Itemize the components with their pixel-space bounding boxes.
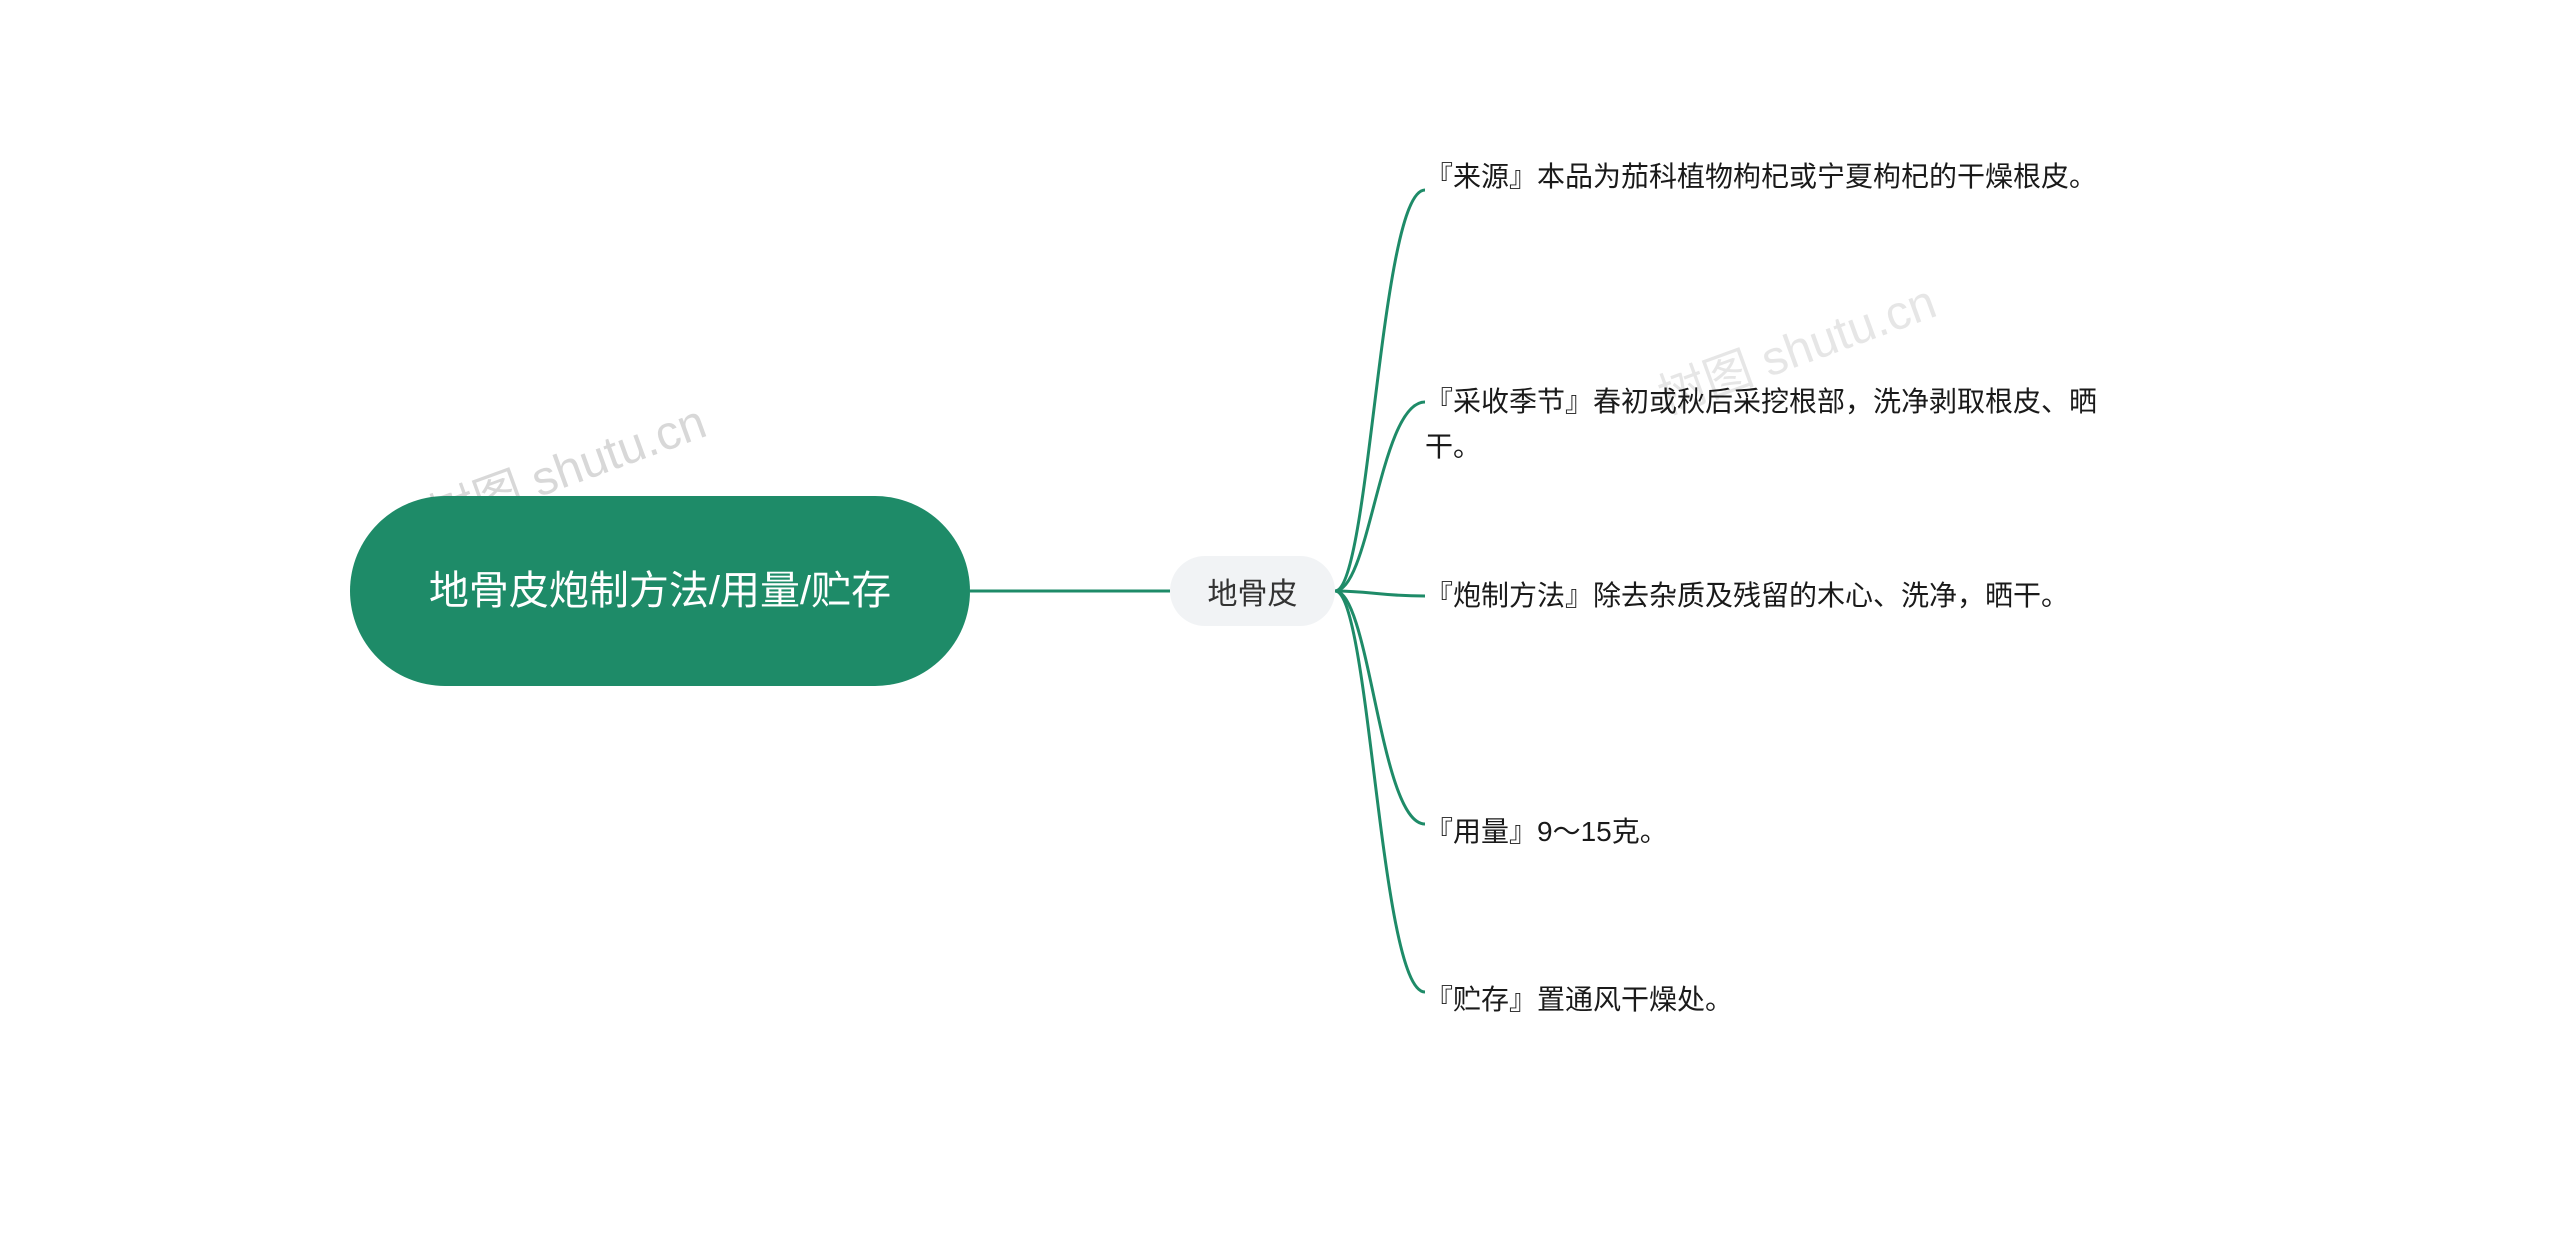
leaf-node-1[interactable]: 『采收季节』春初或秋后采挖根部，洗净剥取根皮、晒干。 — [1425, 380, 2125, 470]
leaf-node-3[interactable]: 『用量』9～15克。 — [1425, 810, 2125, 855]
sub-node[interactable]: 地骨皮 — [1170, 556, 1335, 626]
leaf-text: 『炮制方法』除去杂质及残留的木心、洗净，晒干。 — [1425, 580, 2069, 611]
leaf-node-2[interactable]: 『炮制方法』除去杂质及残留的木心、洗净，晒干。 — [1425, 574, 2125, 619]
leaf-text: 『来源』本品为茄科植物枸杞或宁夏枸杞的干燥根皮。 — [1425, 161, 2097, 192]
leaf-node-0[interactable]: 『来源』本品为茄科植物枸杞或宁夏枸杞的干燥根皮。 — [1425, 155, 2125, 200]
root-label: 地骨皮炮制方法/用量/贮存 — [429, 561, 891, 621]
connector-root-sub — [970, 584, 1170, 604]
leaf-text: 『采收季节』春初或秋后采挖根部，洗净剥取根皮、晒干。 — [1425, 386, 2097, 462]
leaf-node-4[interactable]: 『贮存』置通风干燥处。 — [1425, 978, 2125, 1023]
connector-sub-leaves — [1335, 150, 1430, 1030]
sub-label: 地骨皮 — [1208, 569, 1298, 613]
root-node[interactable]: 地骨皮炮制方法/用量/贮存 — [350, 496, 970, 686]
leaf-text: 『用量』9～15克。 — [1425, 816, 1668, 847]
leaf-text: 『贮存』置通风干燥处。 — [1425, 984, 1733, 1015]
